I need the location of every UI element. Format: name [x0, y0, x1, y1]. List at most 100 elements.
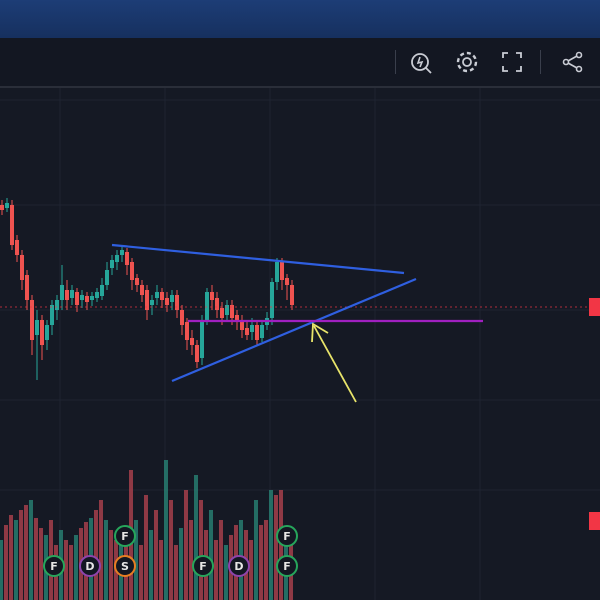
volume-bar: [134, 520, 138, 600]
price-chart[interactable]: F D S F D F F F: [0, 88, 600, 600]
candle-body: [225, 305, 229, 315]
candle-body: [20, 255, 24, 280]
fullscreen-icon: [502, 52, 522, 72]
candle-body: [210, 292, 214, 300]
share-icon: [562, 51, 583, 73]
chart-grid: [0, 88, 600, 600]
candle-body: [250, 325, 254, 332]
volume-bar: [154, 510, 158, 600]
candle-body: [145, 290, 149, 310]
candle-body: [40, 320, 44, 345]
price-tag: [589, 298, 600, 316]
candle-body: [165, 298, 169, 305]
candle-body: [285, 278, 289, 285]
candle-body: [75, 292, 79, 305]
candle-body: [205, 292, 209, 320]
candle-body: [90, 296, 94, 300]
volume-bar: [179, 528, 183, 600]
volume-bar: [159, 540, 163, 600]
candle-body: [195, 345, 199, 362]
event-marker-label: F: [283, 530, 291, 543]
volume-bar: [109, 530, 113, 600]
candle-body: [275, 262, 279, 282]
settings-button[interactable]: [452, 48, 482, 76]
event-marker[interactable]: F: [276, 555, 298, 577]
candle-body: [140, 285, 144, 295]
volume-bar: [94, 510, 98, 600]
event-marker[interactable]: S: [114, 555, 136, 577]
volume-bars: [0, 460, 293, 600]
candle-body: [190, 338, 194, 345]
volume-bar: [4, 525, 8, 600]
candle-body: [30, 300, 34, 340]
candle-body: [55, 300, 59, 310]
volume-bar: [174, 545, 178, 600]
candlesticks: [0, 198, 294, 380]
candle-body: [160, 292, 164, 300]
candle-body: [45, 325, 49, 340]
candle-body: [65, 290, 69, 300]
volume-bar: [164, 460, 168, 600]
event-marker[interactable]: F: [43, 555, 65, 577]
volume-bar: [149, 530, 153, 600]
candle-body: [215, 298, 219, 310]
volume-bar: [269, 490, 273, 600]
event-marker-label: F: [283, 560, 291, 573]
volume-bar: [9, 515, 13, 600]
lower-trendline[interactable]: [171, 277, 417, 383]
volume-bar: [184, 490, 188, 600]
toolbar-divider: [540, 50, 541, 74]
share-button[interactable]: [558, 48, 588, 76]
gear-icon: [456, 51, 478, 73]
candle-body: [155, 292, 159, 298]
event-marker-label: D: [85, 560, 94, 573]
candle-body: [130, 262, 134, 280]
volume-bar: [144, 495, 148, 600]
candle-body: [105, 270, 109, 285]
volume-bar: [139, 545, 143, 600]
candle-body: [260, 325, 264, 338]
candle-body: [100, 285, 104, 296]
event-marker[interactable]: F: [192, 555, 214, 577]
alert-button[interactable]: [406, 48, 436, 76]
volume-bar: [249, 540, 253, 600]
candle-body: [35, 320, 39, 335]
candle-body: [235, 315, 239, 322]
fullscreen-button[interactable]: [497, 48, 527, 76]
event-marker[interactable]: F: [276, 525, 298, 547]
volume-bar: [274, 495, 278, 600]
candle-body: [245, 328, 249, 335]
annotation-arrow[interactable]: [311, 322, 357, 403]
candle-body: [10, 205, 14, 245]
event-marker-label: D: [234, 560, 243, 573]
volume-bar: [0, 540, 3, 600]
event-marker[interactable]: D: [79, 555, 101, 577]
event-marker[interactable]: F: [114, 525, 136, 547]
candle-body: [70, 290, 74, 298]
volume-bar: [219, 520, 223, 600]
candle-body: [0, 205, 4, 210]
volume-bar: [24, 505, 28, 600]
candle-body: [95, 292, 99, 298]
candle-body: [60, 285, 64, 300]
chart-area[interactable]: F D S F D F F F: [0, 88, 600, 600]
window-title-bar: [0, 0, 600, 39]
candle-body: [135, 278, 139, 285]
volume-bar: [224, 545, 228, 600]
candle-body: [25, 275, 29, 300]
upper-trendline[interactable]: [111, 243, 405, 275]
volume-bar: [254, 500, 258, 600]
candle-body: [15, 240, 19, 255]
event-marker-label: F: [121, 530, 129, 543]
candle-body: [240, 320, 244, 330]
candle-body: [85, 296, 89, 302]
event-marker-label: S: [121, 560, 129, 573]
event-marker[interactable]: D: [228, 555, 250, 577]
volume-bar: [34, 518, 38, 600]
candle-body: [120, 250, 124, 255]
alert-icon: [411, 53, 432, 74]
toolbar-divider: [395, 50, 396, 74]
volume-bar: [39, 528, 43, 600]
candle-body: [50, 305, 54, 325]
candle-body: [110, 260, 114, 268]
